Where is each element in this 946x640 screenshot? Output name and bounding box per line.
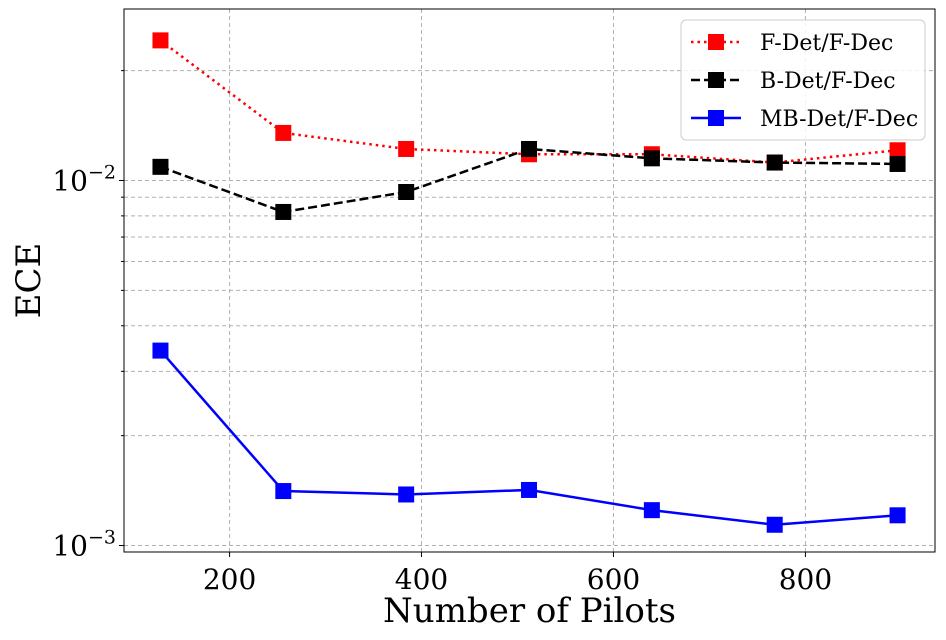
legend-box <box>680 19 926 141</box>
y-tick-label: 10−3 <box>52 527 116 563</box>
series-1 <box>152 140 906 220</box>
legend-entry: F-Det/F-Dec <box>691 31 893 56</box>
legend-entry: B-Det/F-Dec <box>691 69 896 94</box>
legend: F-Det/F-Dec B-Det/F-Dec MB-Det/F-Dec <box>680 19 926 141</box>
series-2 <box>152 342 906 533</box>
data-point <box>643 150 660 167</box>
data-point <box>152 342 169 359</box>
x-tick-label: 200 <box>203 563 256 596</box>
data-point <box>152 32 169 49</box>
data-point <box>889 507 906 524</box>
legend-marker <box>708 34 724 50</box>
data-point <box>766 516 783 533</box>
y-axis: 10−3 10−2 <box>52 70 124 563</box>
x-axis-label: Number of Pilots <box>383 591 676 631</box>
y-tick-label: 10−2 <box>52 161 116 197</box>
x-tick-label: 800 <box>779 563 832 596</box>
legend-label: B-Det/F-Dec <box>760 69 896 94</box>
data-point <box>889 155 906 172</box>
legend-label: F-Det/F-Dec <box>760 31 893 56</box>
data-point <box>521 140 538 157</box>
x-tick-label: 600 <box>587 563 640 596</box>
data-point <box>398 486 415 503</box>
data-point <box>398 184 415 201</box>
x-tick-label: 400 <box>395 563 448 596</box>
data-point <box>152 158 169 175</box>
legend-entry: MB-Det/F-Dec <box>691 107 918 132</box>
data-point <box>766 154 783 171</box>
data-point <box>889 142 906 159</box>
x-axis: 200 400 600 800 <box>203 552 832 596</box>
legend-marker <box>708 72 724 88</box>
series-line <box>159 349 898 527</box>
legend-marker <box>708 110 724 126</box>
data-point <box>398 140 415 157</box>
grid <box>124 9 935 552</box>
series-layer <box>152 32 906 533</box>
data-point <box>275 203 292 220</box>
data-point <box>275 124 292 141</box>
data-point <box>275 483 292 500</box>
y-axis-label: ECE <box>9 243 49 319</box>
legend-label: MB-Det/F-Dec <box>760 107 918 132</box>
plot-frame <box>123 8 936 553</box>
data-point <box>643 502 660 519</box>
data-point <box>521 481 538 498</box>
